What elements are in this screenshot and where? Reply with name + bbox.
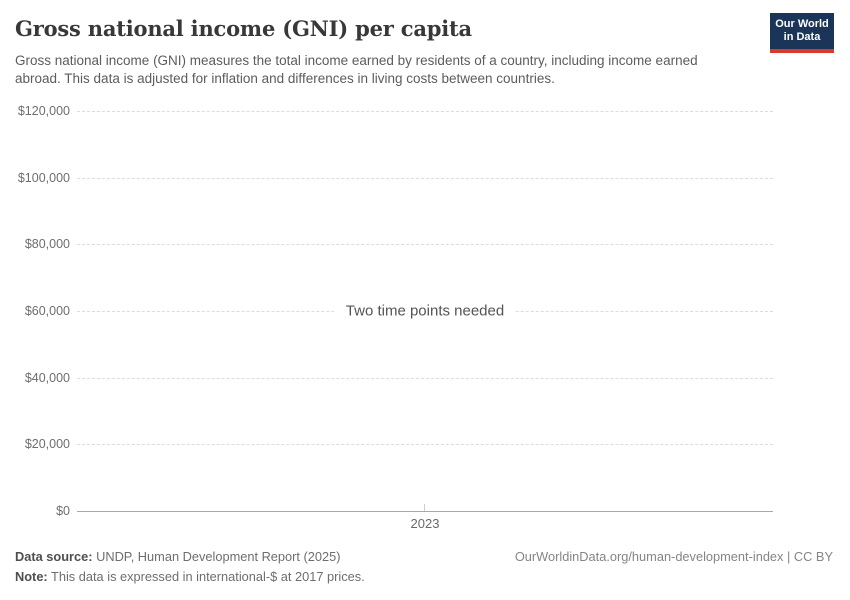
chart-title: Gross national income (GNI) per capita	[15, 16, 472, 41]
y-tick-label: $100,000	[17, 170, 70, 185]
data-source-line: Data source: UNDP, Human Development Rep…	[15, 547, 365, 567]
owid-logo-line1: Our World	[775, 18, 829, 30]
owid-logo-line2: in Data	[783, 31, 821, 43]
owid-logo[interactable]: Our World in Data	[770, 13, 834, 53]
rights-link[interactable]: OurWorldinData.org/human-development-ind…	[514, 549, 833, 564]
y-gridline	[77, 111, 773, 112]
data-source-label: Data source:	[15, 549, 93, 564]
y-tick-label: $80,000	[24, 237, 70, 252]
y-gridline	[77, 177, 773, 179]
chart-subtitle: Gross national income (GNI) measures the…	[15, 53, 698, 86]
y-tick-label: $20,000	[24, 437, 70, 452]
footer-source-note: Data source: UNDP, Human Development Rep…	[15, 547, 365, 587]
x-axis-line	[77, 511, 773, 512]
y-tick-label: $0	[56, 504, 70, 518]
empty-state-message: Two time points needed	[335, 300, 515, 322]
y-gridline	[77, 244, 773, 246]
y-gridline	[77, 377, 773, 379]
note-label: Note:	[15, 569, 48, 584]
y-gridline	[77, 444, 773, 446]
x-tick-mark	[424, 504, 425, 511]
x-tick-label: 2023	[410, 516, 440, 531]
note-line: Note: This data is expressed in internat…	[15, 567, 365, 587]
note-value: This data is expressed in international-…	[47, 569, 365, 584]
y-tick-label: $40,000	[24, 370, 70, 385]
y-tick-label: $60,000	[24, 304, 70, 318]
y-tick-label: $120,000	[17, 104, 70, 118]
data-source-value: UNDP, Human Development Report (2025)	[92, 549, 341, 564]
